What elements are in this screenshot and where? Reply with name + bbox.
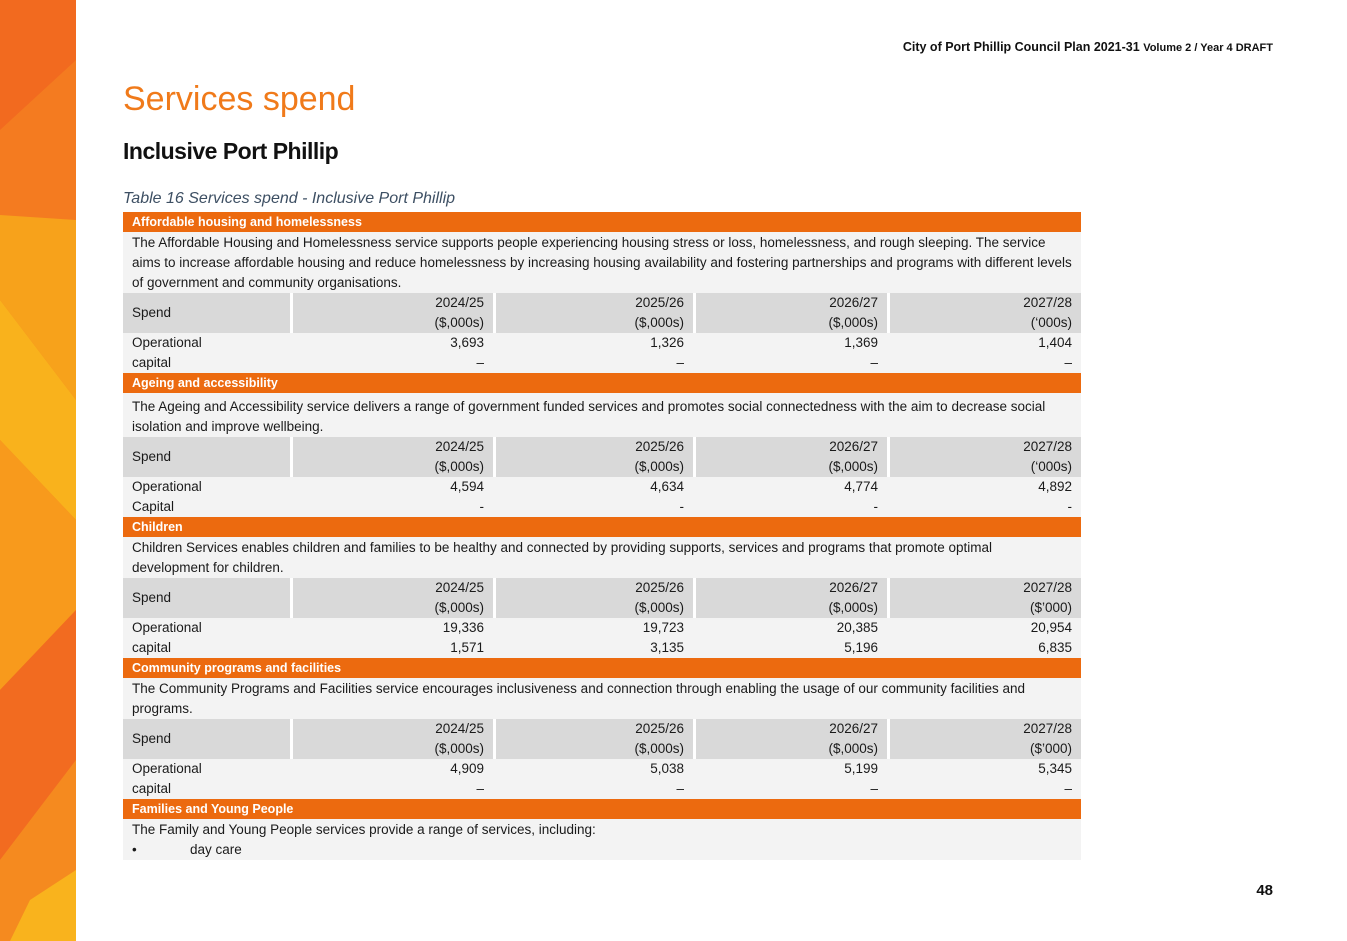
table-cell: 5,345 <box>1038 761 1072 776</box>
table-cell: - <box>479 499 485 514</box>
table-cell: 4,634 <box>650 479 684 494</box>
spend-header-row: Spend 2024/25 ($,000s) 2025/26 ($,000s) 20… <box>123 578 1081 618</box>
spend-header-row: Spend 2024/25 ($,000s) 2025/26 ($,000s) 20… <box>123 719 1081 759</box>
service-heading: Families and Young People <box>123 799 1081 819</box>
capital-row: Capital - - - - <box>123 497 1081 517</box>
capital-row: capital – – – – <box>123 779 1081 799</box>
row-label: Operational <box>132 761 202 776</box>
year-header: 2025/26 ($,000s) <box>493 437 693 477</box>
table-cell: 4,594 <box>450 479 484 494</box>
service-heading: Community programs and facilities <box>123 658 1081 678</box>
table-cell: 4,909 <box>450 761 484 776</box>
capital-row: capital 1,571 3,135 5,196 6,835 <box>123 638 1081 658</box>
table-cell: - <box>1067 499 1073 514</box>
operational-row: Operational 19,336 19,723 20,385 20,954 <box>123 618 1081 638</box>
table-cell: – <box>870 355 878 370</box>
families-description: The Family and Young People services pro… <box>132 822 596 837</box>
operational-row: Operational 4,594 4,634 4,774 4,892 <box>123 477 1081 497</box>
table-cell: – <box>676 781 684 796</box>
table-caption: Table 16 Services spend - Inclusive Port… <box>123 190 456 207</box>
table-cell: 5,199 <box>844 761 878 776</box>
capital-row: capital – – – – <box>123 353 1081 373</box>
table-cell: – <box>676 355 684 370</box>
year-header: 2026/27 ($,000s) <box>693 578 887 618</box>
spend-header-row: Spend 2024/25 ($,000s) 2025/26 ($,000s) 20… <box>123 293 1081 333</box>
table-cell: – <box>1064 781 1072 796</box>
table-cell: 3,693 <box>450 335 484 350</box>
table-cell: 5,196 <box>844 640 878 655</box>
year-header: 2025/26 ($,000s) <box>493 293 693 333</box>
year-header: 2024/25 ($,000s) <box>290 437 493 477</box>
table-cell: 4,774 <box>844 479 878 494</box>
services-spend-table: Affordable housing and homelessness The … <box>123 212 1081 860</box>
row-label: capital <box>132 640 172 655</box>
page-title: Services spend <box>123 80 356 118</box>
service-heading: Affordable housing and homelessness <box>123 212 1081 232</box>
service-heading: Children <box>123 517 1081 537</box>
row-label: Operational <box>132 479 202 494</box>
table-cell: – <box>476 781 484 796</box>
operational-row: Operational 4,909 5,038 5,199 5,345 <box>123 759 1081 779</box>
row-label: capital <box>132 355 172 370</box>
bullet-text: day care <box>190 842 242 857</box>
service-description: Children Services enables children and f… <box>123 537 1081 578</box>
year-header: 2027/28 (‘000s) <box>887 293 1081 333</box>
document-header: City of Port Phillip Council Plan 2021-3… <box>903 40 1273 54</box>
table-cell: 5,038 <box>650 761 684 776</box>
table-cell: 1,404 <box>1038 335 1072 350</box>
row-label: capital <box>132 781 172 796</box>
year-header: 2025/26 ($,000s) <box>493 719 693 759</box>
spend-label: Spend <box>132 449 172 464</box>
section-heading: Inclusive Port Phillip <box>123 138 339 164</box>
year-header: 2024/25 ($,000s) <box>290 719 493 759</box>
row-label: Operational <box>132 620 202 635</box>
year-header: 2025/26 ($,000s) <box>493 578 693 618</box>
bullet-list-item: • day care <box>132 840 1072 860</box>
year-header: 2026/27 ($,000s) <box>693 293 887 333</box>
table-cell: 20,954 <box>1030 620 1072 635</box>
table-cell: 3,135 <box>650 640 684 655</box>
table-cell: 20,385 <box>836 620 878 635</box>
year-header: 2027/28 ($’000) <box>887 578 1081 618</box>
table-cell: - <box>873 499 879 514</box>
year-header: 2026/27 ($,000s) <box>693 437 887 477</box>
service-heading: Ageing and accessibility <box>123 373 1081 393</box>
bullet-symbol: • <box>132 842 137 857</box>
row-label: Operational <box>132 335 202 350</box>
year-header: 2026/27 ($,000s) <box>693 719 887 759</box>
table-cell: - <box>679 499 685 514</box>
table-cell: – <box>1064 355 1072 370</box>
year-header: 2024/25 ($,000s) <box>290 578 493 618</box>
service-description: The Ageing and Accessibility service del… <box>123 393 1081 437</box>
service-description: The Community Programs and Facilities se… <box>123 678 1081 719</box>
table-cell: 1,571 <box>450 640 484 655</box>
service-description: The Family and Young People services pro… <box>123 819 1081 860</box>
service-description: The Affordable Housing and Homelessness … <box>123 232 1081 293</box>
spend-header-row: Spend 2024/25 ($,000s) 2025/26 ($,000s) 20… <box>123 437 1081 477</box>
table-cell: 1,369 <box>844 335 878 350</box>
table-cell: 4,892 <box>1038 479 1072 494</box>
page-number: 48 <box>1256 882 1273 899</box>
spend-label: Spend <box>132 731 172 746</box>
document-title: City of Port Phillip Council Plan 2021-3… <box>902 40 1140 54</box>
year-header: 2024/25 ($,000s) <box>290 293 493 333</box>
year-header: 2027/28 ($’000) <box>887 719 1081 759</box>
table-cell: 19,336 <box>442 620 484 635</box>
row-label: Capital <box>132 499 175 514</box>
document-subtitle: Volume 2 / Year 4 DRAFT <box>1143 42 1273 54</box>
table-cell: 1,326 <box>650 335 684 350</box>
table-cell: 19,723 <box>642 620 684 635</box>
spend-label: Spend <box>132 590 172 605</box>
table-cell: – <box>476 355 484 370</box>
operational-row: Operational 3,693 1,326 1,369 1,404 <box>123 333 1081 353</box>
spend-label: Spend <box>132 305 172 320</box>
decorative-side-band <box>0 0 76 941</box>
table-cell: 6,835 <box>1038 640 1072 655</box>
year-header: 2027/28 (‘000s) <box>887 437 1081 477</box>
table-cell: – <box>870 781 878 796</box>
